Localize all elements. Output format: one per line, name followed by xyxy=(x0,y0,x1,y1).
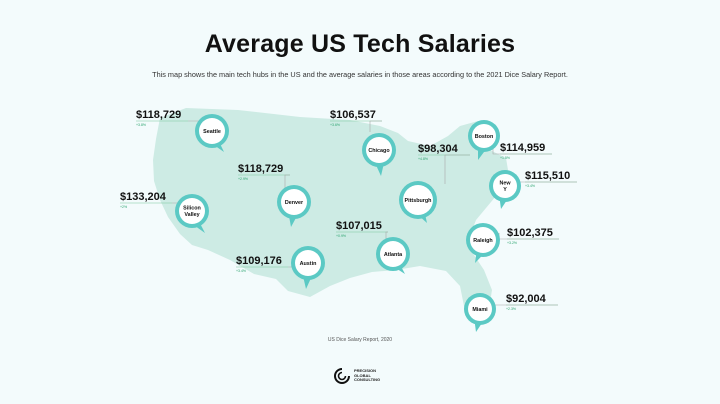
hub-austin: Austin $109,176 +3.4% xyxy=(236,246,325,289)
salary-change: +1.5% xyxy=(500,156,510,160)
salary-value: $107,015 xyxy=(336,220,382,232)
source-note: US Dice Salary Report, 2020 xyxy=(327,337,393,343)
logo-line-1: PRECISION xyxy=(354,368,377,373)
hub-pittsburgh: Pittsburgh $98,304 +4.8% xyxy=(399,143,470,223)
salary-value: $102,375 xyxy=(507,227,553,239)
us-landmass xyxy=(153,108,508,322)
company-logo: PRECISION GLOBAL CONSULTING xyxy=(334,366,404,388)
hub-boston: Boston $114,959 +1.5% xyxy=(468,120,552,160)
salary-value: $92,004 xyxy=(506,293,547,305)
hub-chicago: Chicago $106,537 +3.6% xyxy=(330,109,396,176)
hub-new-y: New Y $115,510 +3.4% xyxy=(489,170,577,209)
leader-line xyxy=(284,174,290,188)
salary-value: $106,537 xyxy=(330,109,376,121)
salary-value: $115,510 xyxy=(525,170,570,182)
pin-center xyxy=(295,250,321,276)
salary-change: +2.3% xyxy=(506,307,516,311)
salary-change: +4.8% xyxy=(418,157,428,161)
salary-value: $109,176 xyxy=(236,255,282,267)
hub-atlanta: Atlanta $107,015 +0.9% xyxy=(336,220,410,274)
leader-line xyxy=(385,231,388,239)
salary-change: +3.2% xyxy=(507,241,517,245)
page-title: Average US Tech Salaries xyxy=(204,30,516,58)
pin-center xyxy=(380,241,406,267)
pin-center xyxy=(472,124,496,148)
city-label: Denver xyxy=(285,200,304,206)
leader-line xyxy=(444,154,470,184)
hub-silicon-valley: Silicon Valley $133,204 +2% xyxy=(120,191,209,233)
leader-line xyxy=(493,304,558,306)
leader-line xyxy=(369,120,382,132)
city-label: Raleigh xyxy=(473,238,492,244)
salary-change: +2% xyxy=(120,205,127,209)
salary-change: +3.4% xyxy=(525,184,535,188)
logo-line-3: CONSULTING xyxy=(354,377,381,383)
logo-line-2: GLOBAL xyxy=(354,372,371,378)
salary-value: $118,729 xyxy=(136,109,181,121)
salary-value: $118,729 xyxy=(238,163,283,175)
hub-miami: Miami $92,004 +2.3% xyxy=(464,293,558,332)
pin-center xyxy=(366,137,392,163)
hub-seattle: Seattle $118,729 +3.8% xyxy=(136,109,229,152)
city-label: Seattle xyxy=(203,129,221,135)
salary-value: $114,959 xyxy=(500,142,545,154)
pin-center xyxy=(468,297,492,321)
city-label: Atlanta xyxy=(384,252,403,258)
pin-center xyxy=(493,174,517,198)
salary-change: +0.9% xyxy=(336,234,346,238)
city-label: New Y xyxy=(499,181,511,193)
salary-value: $133,204 xyxy=(120,191,167,203)
salary-change: +3.8% xyxy=(136,123,146,127)
city-label: Chicago xyxy=(368,148,390,154)
salary-change: +3.4% xyxy=(236,269,246,273)
hub-raleigh: Raleigh $102,375 +3.2% xyxy=(466,223,559,263)
city-label: Silicon Valley xyxy=(183,206,201,218)
pin-center xyxy=(470,227,496,253)
page-subtitle: This map shows the main tech hubs in the… xyxy=(152,70,568,79)
salary-change: +2.9% xyxy=(238,177,248,181)
city-label: Miami xyxy=(472,307,488,313)
salary-change: +3.6% xyxy=(330,123,340,127)
pin-center xyxy=(179,198,205,224)
city-label: Boston xyxy=(475,134,494,140)
city-label: Austin xyxy=(300,261,317,267)
salary-value: $98,304 xyxy=(418,143,459,155)
pin-center xyxy=(403,185,433,215)
city-label: Pittsburgh xyxy=(405,198,432,204)
logo-mark-icon xyxy=(334,368,350,384)
leader-line xyxy=(518,181,577,183)
pin-center xyxy=(199,118,225,144)
logo-text: PRECISION GLOBAL CONSULTING xyxy=(354,368,381,383)
hub-denver: Denver $118,729 +2.9% xyxy=(238,163,311,227)
pin-center xyxy=(281,189,307,215)
